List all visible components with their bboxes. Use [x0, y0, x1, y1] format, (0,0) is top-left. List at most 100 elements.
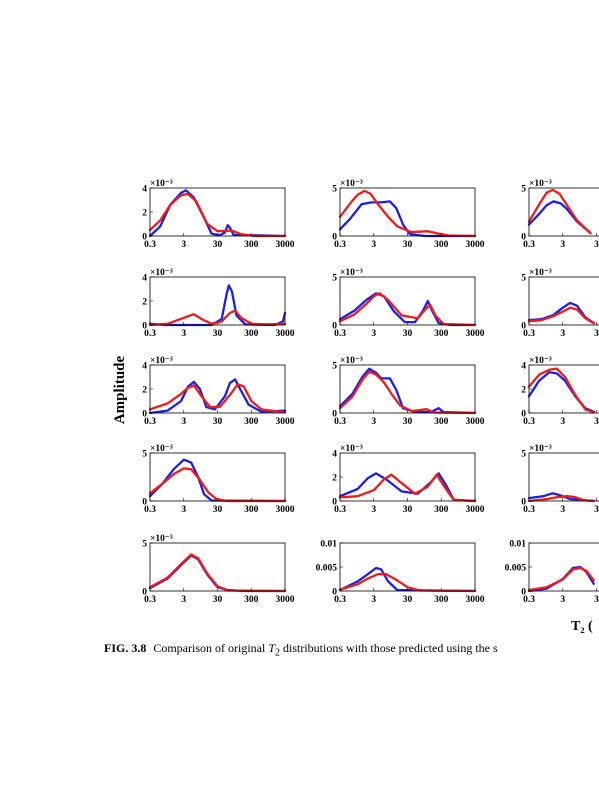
- caption-text-start: Comparison of original: [153, 641, 269, 655]
- x-tick-label: 0.3: [523, 417, 535, 427]
- y-tick-label: 4: [142, 274, 147, 284]
- original-distribution-line: [148, 284, 287, 327]
- original-distribution-line: [148, 189, 287, 238]
- x-tick-label: 3: [594, 417, 599, 427]
- predicted-distribution-line: [148, 383, 287, 414]
- x-tick-label: 30: [403, 240, 413, 250]
- x-tick-label: 3000: [276, 329, 295, 339]
- x-tick-label: 30: [213, 505, 223, 515]
- y-tick-label: 0: [521, 498, 526, 508]
- x-tick-label: 3000: [466, 240, 485, 250]
- original-distribution-line: [148, 458, 287, 503]
- predicted-distribution-line: [148, 467, 287, 503]
- y-multiplier-label: ×10⁻³: [529, 268, 552, 278]
- y-tick-label: 0: [521, 233, 526, 243]
- predicted-distribution-line: [148, 553, 287, 593]
- y-tick-label: 0: [142, 498, 147, 508]
- x-tick-label: 3: [181, 505, 186, 515]
- x-tick-label: 30: [213, 329, 223, 339]
- y-tick-label: 0: [142, 233, 147, 243]
- x-tick-label: 3: [181, 595, 186, 605]
- plot-frame: [149, 276, 286, 326]
- x-tick-label: 30: [213, 595, 223, 605]
- subplot-12: 0 5 0.3 3 3 ×10⁻³: [521, 444, 599, 515]
- y-tick-label: 0: [142, 588, 147, 598]
- plot-frame: [339, 276, 476, 326]
- x-tick-label: 3: [594, 595, 599, 605]
- subplot-10: 0 5 0.3 3 30 300 3000 ×10⁻³: [142, 444, 295, 515]
- y-tick-label: 0.005: [316, 564, 338, 574]
- subplot-1: 0 2 4 0.3 3 30 300 3000 ×10⁻³: [142, 179, 295, 250]
- x-tick-label: 0.3: [523, 329, 535, 339]
- original-distribution-line: [338, 292, 477, 327]
- y-tick-label: 4: [332, 450, 337, 460]
- x-tick-label: 0.3: [144, 595, 156, 605]
- y-tick-label: 2: [142, 386, 147, 396]
- subplot-6: 0 5 0.3 3 3 ×10⁻³: [521, 268, 599, 339]
- x-tick-label: 0.3: [523, 240, 535, 250]
- x-tick-label: 30: [403, 595, 413, 605]
- predicted-distribution-line: [148, 192, 287, 238]
- x-tick-label: 0.3: [523, 505, 535, 515]
- subplot-7: 0 2 4 0.3 3 30 300 3000 ×10⁻³: [142, 356, 295, 427]
- x-tick-label: 3: [371, 329, 376, 339]
- y-tick-label: 0: [142, 322, 147, 332]
- y-tick-label: 0: [521, 322, 526, 332]
- y-tick-label: 5: [521, 450, 526, 460]
- x-tick-label: 3: [371, 595, 376, 605]
- subplot-11: 0 2 4 0.3 3 30 300 3000 ×10⁻³: [332, 444, 485, 515]
- y-multiplier-label: ×10⁻³: [529, 179, 552, 189]
- original-distribution-line: [338, 367, 477, 415]
- subplot-15: 0 0.005 0.01 0.3 3 3: [505, 540, 599, 605]
- y-tick-label: 0: [332, 588, 337, 598]
- x-tick-label: 300: [244, 417, 259, 427]
- subplot-8: 0 5 0.3 3 30 300 3000 ×10⁻³: [332, 356, 485, 427]
- x-tick-label: 0.3: [144, 505, 156, 515]
- subplot-5: 0 5 0.3 3 30 300 3000 ×10⁻³: [332, 268, 485, 339]
- x-tick-label: 0.3: [523, 595, 535, 605]
- x-tick-label: 300: [434, 417, 449, 427]
- caption-text-end: distributions with those predicted using…: [280, 641, 498, 655]
- x-tick-label: 0.3: [144, 417, 156, 427]
- x-tick-label: 0.3: [334, 417, 346, 427]
- plot-frame: [339, 364, 476, 414]
- x-tick-label: 3000: [466, 595, 485, 605]
- x-tick-label: 300: [434, 505, 449, 515]
- plot-frame: [339, 452, 476, 502]
- x-tick-label: 0.3: [334, 505, 346, 515]
- subplot-9: 0 2 4 0.3 3 3 ×10⁻³: [521, 356, 599, 427]
- original-distribution-line: [148, 378, 287, 415]
- plot-frame: [528, 542, 599, 592]
- y-tick-label: 4: [142, 362, 147, 372]
- x-tick-label: 3: [181, 329, 186, 339]
- x-tick-label: 3: [594, 329, 599, 339]
- predicted-distribution-line: [527, 566, 595, 592]
- y-tick-label: 5: [521, 185, 526, 195]
- x-tick-label: 3: [181, 240, 186, 250]
- y-tick-label: 5: [142, 540, 147, 550]
- y-multiplier-label: ×10⁻³: [150, 534, 173, 544]
- x-tick-label: 300: [434, 329, 449, 339]
- x-tick-label: 3: [181, 417, 186, 427]
- original-distribution-line: [338, 200, 477, 238]
- subplot-4: 0 2 4 0.3 3 30 300 3000 ×10⁻³: [142, 268, 295, 339]
- x-tick-label: 30: [213, 417, 223, 427]
- y-tick-label: 0.01: [320, 540, 337, 550]
- original-distribution-line: [338, 566, 477, 593]
- y-tick-label: 5: [332, 362, 337, 372]
- plot-frame: [528, 452, 599, 502]
- plot-frame: [149, 542, 286, 592]
- y-multiplier-label: ×10⁻³: [529, 444, 552, 454]
- y-tick-label: 0: [332, 233, 337, 243]
- y-multiplier-label: ×10⁻³: [150, 268, 173, 278]
- x-tick-label: 0.3: [144, 329, 156, 339]
- subplot-3: 0 5 0.3 3 3 ×10⁻³: [521, 179, 599, 250]
- y-multiplier-label: ×10⁻³: [150, 356, 173, 366]
- x-tick-label: 3: [594, 505, 599, 515]
- y-multiplier-label: ×10⁻³: [529, 356, 552, 366]
- plot-frame: [528, 276, 599, 326]
- x-tick-label: 3: [560, 595, 565, 605]
- caption-t2-symbol: T: [268, 641, 276, 655]
